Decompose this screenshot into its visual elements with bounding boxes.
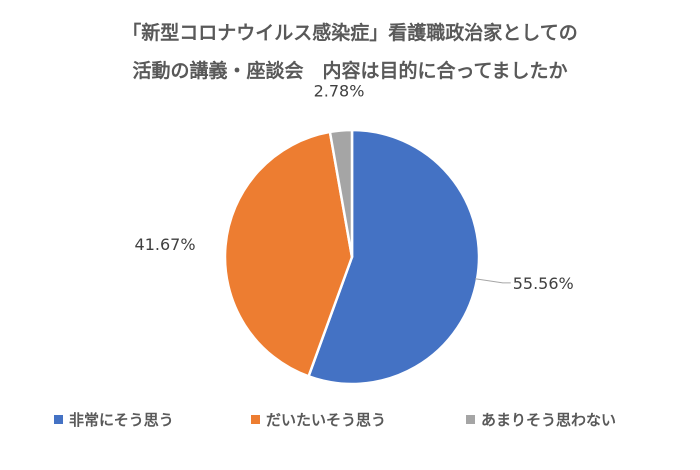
pie-slice-3 [328, 128, 354, 259]
legend: 非常にそう思う だいたいそう思う あまりそう思わない [0, 407, 700, 431]
data-label-1: 55.56% [513, 274, 574, 293]
legend-label-1: 非常にそう思う [69, 410, 174, 429]
legend-item-2: だいたいそう思う [251, 407, 386, 431]
legend-swatch-3 [466, 414, 475, 424]
pie-slice-2 [223, 130, 354, 378]
legend-label-2: だいたいそう思う [266, 410, 387, 429]
legend-item-1: 非常にそう思う [54, 407, 174, 431]
data-label-2: 41.67% [135, 235, 196, 254]
legend-item-3: あまりそう思わない [466, 407, 616, 431]
data-label-3: 2.78% [314, 82, 365, 101]
legend-swatch-1 [54, 414, 63, 424]
data-labels: 55.56% 41.67% 2.78% [135, 82, 574, 293]
chart-title-line-2: 活動の講義・座談会 内容は目的に合ってましたか [132, 60, 568, 82]
legend-label-3: あまりそう思わない [481, 410, 617, 429]
leader-lines [475, 278, 511, 284]
leader-line-1 [475, 278, 511, 284]
legend-swatch-2 [251, 414, 260, 424]
chart-title-line-1: 「新型コロナウイルス感染症」看護職政治家としての [122, 22, 578, 44]
pie-slices [223, 128, 481, 386]
